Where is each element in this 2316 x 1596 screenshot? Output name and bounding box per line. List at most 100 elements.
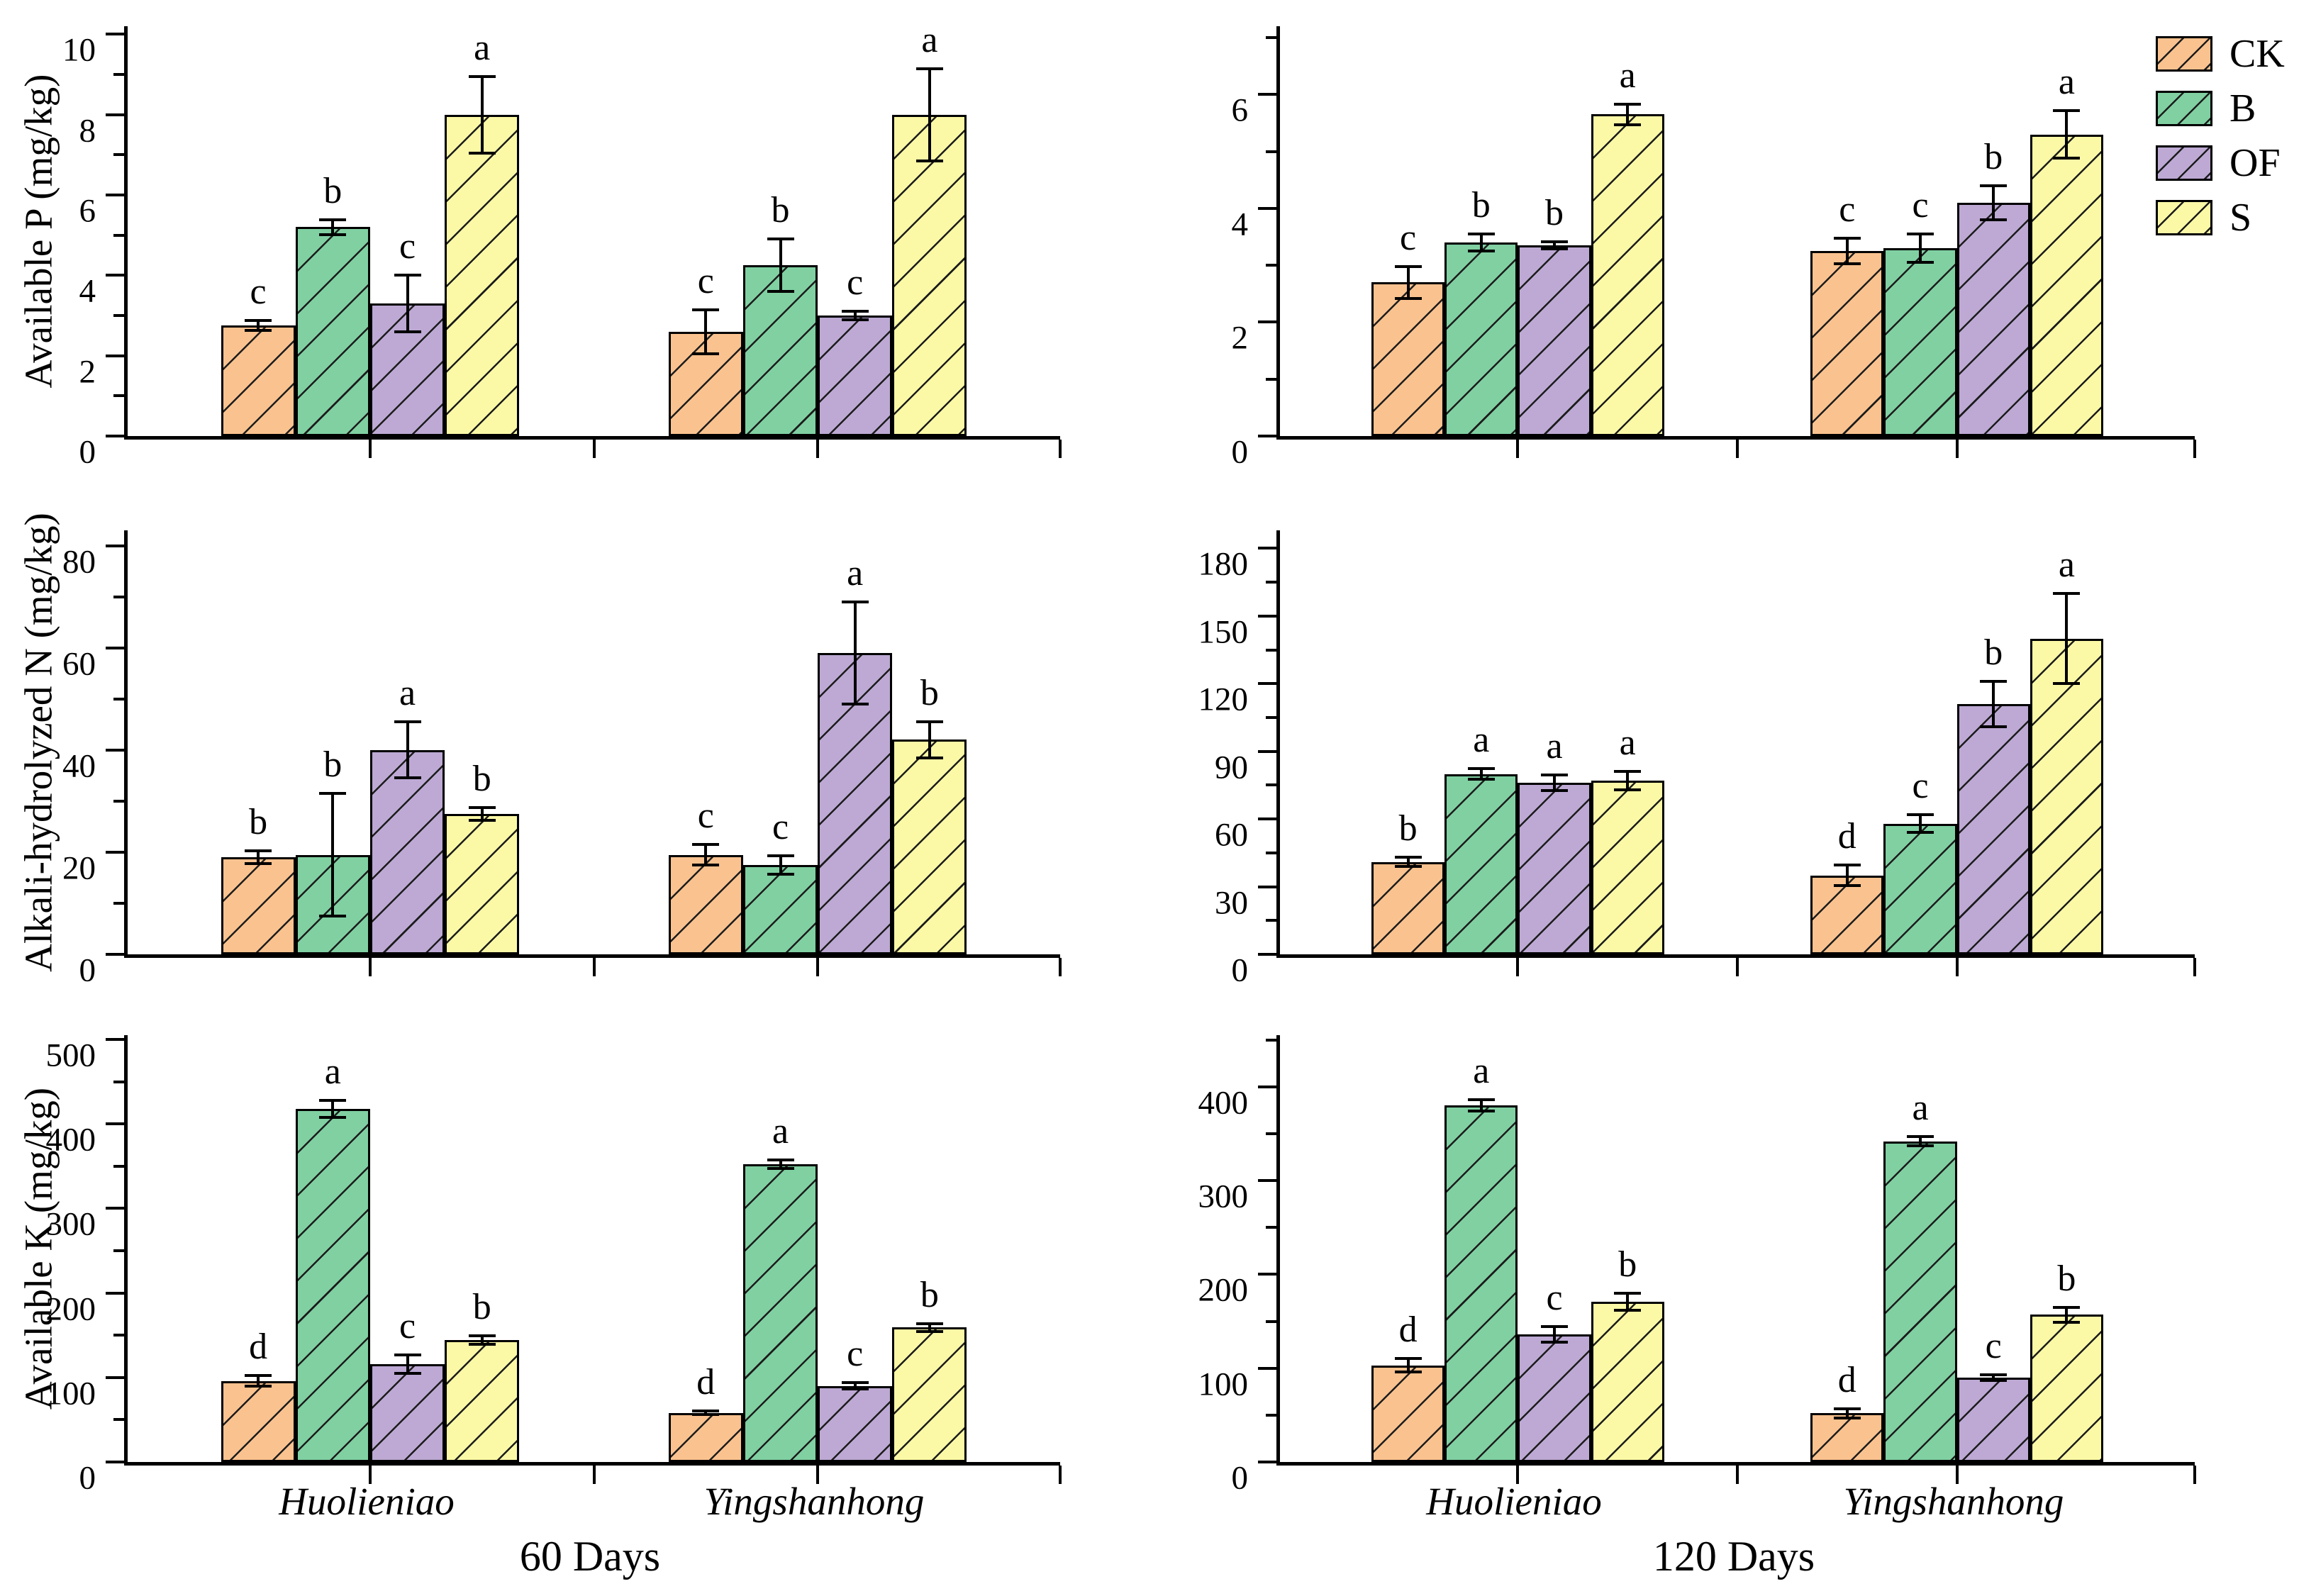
error-bar-cap-bottom — [319, 914, 347, 917]
hatch-pattern — [1374, 864, 1443, 952]
y-tick-label: 0 — [79, 952, 96, 989]
error-bar — [480, 76, 484, 153]
y-major-tick — [106, 1375, 124, 1379]
y-major-tick — [1258, 614, 1276, 618]
bar-ck-yingshanhong — [1810, 251, 1884, 436]
bar-of-yingshanhong — [1956, 703, 2030, 954]
legend-label-of: OF — [2229, 141, 2281, 185]
significance-letter: a — [1546, 726, 1563, 767]
error-bar — [1919, 814, 1922, 833]
bar-of-yingshanhong — [818, 316, 893, 436]
error-bar — [1626, 771, 1630, 790]
error-bar — [779, 239, 782, 291]
y-minor-tick — [113, 799, 124, 803]
error-bar — [704, 844, 708, 865]
panel-available-k-60days: 0 100 200 300 400 500 d d a a c c b b — [46, 1035, 1062, 1495]
hatch-pattern — [670, 1414, 741, 1460]
error-bar-cap-bottom — [1614, 1308, 1642, 1312]
legend-swatch-s — [2156, 200, 2212, 235]
error-bar-cap-top — [767, 238, 794, 241]
legend-label-ck: CK — [2229, 32, 2285, 76]
error-bar-cap-top — [1541, 774, 1568, 777]
hatch-pattern — [745, 866, 816, 952]
error-bar-cap-top — [2053, 592, 2081, 596]
error-bar-cap-top — [1614, 102, 1642, 106]
error-bar — [406, 722, 409, 779]
error-bar-cap-bottom — [1467, 1110, 1495, 1113]
error-bar-cap-top — [767, 854, 794, 857]
y-minor-tick — [1266, 1413, 1276, 1417]
error-bar-cap-top — [692, 1410, 720, 1413]
significance-letter: d — [1837, 816, 1856, 857]
error-bar-cap-top — [915, 720, 943, 724]
error-bar-cap-bottom — [767, 1167, 794, 1171]
error-bar-cap-bottom — [1394, 1371, 1422, 1373]
hatch-pattern — [1374, 284, 1443, 434]
y-major-tick — [106, 1461, 124, 1463]
hatch-pattern — [2158, 38, 2210, 69]
significance-letter: a — [1619, 55, 1636, 96]
significance-letter: c — [697, 796, 714, 837]
y-major-tick — [106, 1037, 124, 1041]
x-tick — [1736, 1466, 1739, 1484]
y-axis-title-available-k: Available K (mg/kg) — [16, 1087, 60, 1410]
y-major-tick — [106, 274, 124, 277]
error-bar-cap-top — [1907, 1134, 1934, 1138]
y-major-tick — [1258, 435, 1276, 437]
y-minor-tick — [113, 153, 124, 157]
hatch-pattern — [1959, 1379, 2028, 1460]
significance-letter: a — [324, 1051, 341, 1092]
y-minor-tick — [1266, 377, 1276, 381]
error-bar — [1479, 1100, 1483, 1112]
bar-s-yingshanhong — [2030, 638, 2103, 954]
significance-letter: b — [472, 1287, 491, 1328]
y-tick-label: 120 — [1198, 681, 1249, 718]
error-bar-cap-top — [767, 1159, 794, 1162]
y-minor-tick — [113, 73, 124, 77]
bar-ck-huolieniao — [1371, 282, 1445, 436]
y-minor-tick — [113, 697, 124, 701]
error-bar — [480, 808, 484, 820]
hatch-pattern — [1813, 253, 1882, 434]
x-tick — [592, 958, 596, 976]
legend-item-ck: CK — [2156, 34, 2316, 74]
bar-b-yingshanhong — [742, 1164, 818, 1462]
significance-letter: d — [1837, 1359, 1856, 1400]
error-bar — [1406, 857, 1410, 866]
y-major-tick — [1258, 953, 1276, 956]
y-tick-label: 0 — [79, 433, 96, 471]
significance-letter: a — [1912, 1087, 1929, 1128]
hatch-pattern — [1959, 705, 2028, 952]
x-tick — [368, 1466, 372, 1484]
error-bar — [1626, 1293, 1630, 1310]
y-minor-tick — [113, 314, 124, 318]
bar-ck-yingshanhong — [1810, 875, 1884, 954]
error-bar-cap-bottom — [1833, 1416, 1861, 1419]
legend-swatch-ck — [2156, 36, 2212, 72]
panel-alkali-n-60days: 0 20 40 60 80 b c b c a a b b — [62, 530, 1062, 987]
x-tick — [816, 958, 820, 976]
legend-item-b: B — [2156, 89, 2316, 128]
y-tick-label: 100 — [1198, 1366, 1249, 1403]
bar-s-huolieniao — [1591, 781, 1664, 954]
error-bar-cap-bottom — [692, 1413, 720, 1417]
x-tick — [592, 440, 596, 458]
bar-b-huolieniao — [295, 1108, 370, 1462]
error-bar-cap-bottom — [1541, 247, 1568, 250]
error-bar-cap-top — [1907, 813, 1934, 816]
hatch-pattern — [894, 116, 965, 434]
y-minor-tick — [1266, 1319, 1276, 1323]
error-bar-cap-bottom — [2053, 157, 2081, 160]
bar-ck-huolieniao — [221, 1380, 296, 1462]
significance-letter: b — [1618, 1244, 1637, 1285]
error-bar — [2065, 593, 2069, 684]
y-major-tick — [1258, 1179, 1276, 1183]
error-bar-cap-bottom — [319, 233, 347, 236]
y-tick-label: 60 — [1215, 816, 1248, 854]
panel-available-k-120days: 0 100 200 300 400 d d a a c c b b — [1198, 1035, 2196, 1495]
period-label-120-days: 120 Days — [1652, 1533, 1815, 1580]
significance-letter: b — [1984, 136, 2003, 177]
error-bar — [1553, 775, 1556, 791]
error-bar — [779, 1160, 782, 1169]
error-bar-cap-top — [468, 74, 496, 78]
